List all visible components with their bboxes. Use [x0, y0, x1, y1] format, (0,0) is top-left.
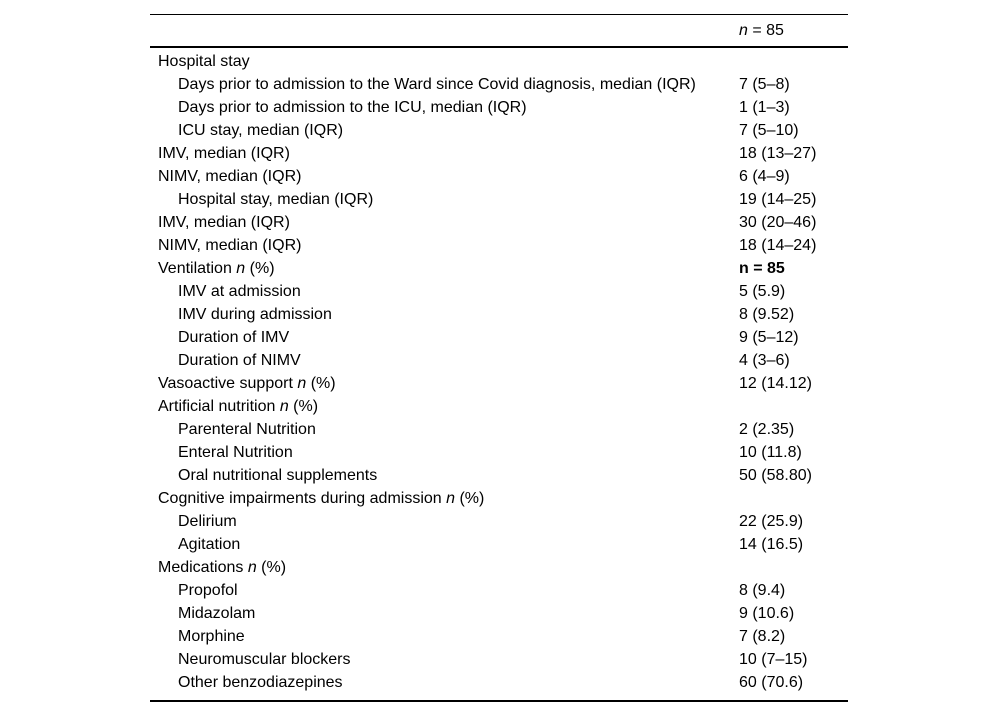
table-row: NIMV, median (IQR) 6 (4–9) [150, 165, 848, 188]
table-row: ICU stay, median (IQR) 7 (5–10) [150, 119, 848, 142]
table-row: IMV, median (IQR) 30 (20–46) [150, 211, 848, 234]
row-label: Other benzodiazepines [178, 674, 343, 691]
row-value: 18 (13–27) [739, 145, 817, 162]
table-top-rule [150, 14, 848, 15]
table-row: Other benzodiazepines 60 (70.6) [150, 671, 848, 694]
table-row: Days prior to admission to the Ward sinc… [150, 73, 848, 96]
table-row: Duration of NIMV 4 (3–6) [150, 349, 848, 372]
row-label: Ventilation n (%) [158, 260, 275, 277]
table-row: Delirium 22 (25.9) [150, 510, 848, 533]
row-label: IMV at admission [178, 283, 301, 300]
row-value: 60 (70.6) [739, 674, 804, 691]
n-symbol: n [446, 490, 456, 507]
n-symbol: n [279, 398, 289, 415]
row-value: 2 (2.35) [739, 421, 795, 438]
row-label: IMV, median (IQR) [158, 145, 290, 162]
table-row: Enteral Nutrition 10 (11.8) [150, 441, 848, 464]
row-value: 9 (10.6) [739, 605, 795, 622]
row-value: 5 (5.9) [739, 283, 786, 300]
row-label: Enteral Nutrition [178, 444, 293, 461]
table-row: Artificial nutrition n (%) [150, 395, 848, 418]
row-value: n = 85 [739, 260, 785, 277]
row-label: Propofol [178, 582, 238, 599]
row-label: Duration of IMV [178, 329, 290, 346]
row-value: 8 (9.52) [739, 306, 795, 323]
row-value: 6 (4–9) [739, 168, 790, 185]
table-bottom-rule [150, 700, 848, 702]
row-label: NIMV, median (IQR) [158, 168, 302, 185]
row-value: 1 (1–3) [739, 99, 790, 116]
table-row: Ventilation n (%) n = 85 [150, 257, 848, 280]
row-label: Neuromuscular blockers [178, 651, 351, 668]
row-value: 8 (9.4) [739, 582, 786, 599]
row-value: 18 (14–24) [739, 237, 817, 254]
row-label: Parenteral Nutrition [178, 421, 316, 438]
row-value: 22 (25.9) [739, 513, 804, 530]
row-value: 7 (5–10) [739, 122, 799, 139]
row-label: Medications n (%) [158, 559, 287, 576]
row-label: Artificial nutrition n (%) [158, 398, 319, 415]
table-row: Cognitive impairments during admission n… [150, 487, 848, 510]
row-label: Hospital stay [158, 53, 250, 70]
row-label: Morphine [178, 628, 245, 645]
table-row: NIMV, median (IQR) 18 (14–24) [150, 234, 848, 257]
table-row: Agitation 14 (16.5) [150, 533, 848, 556]
row-label: Days prior to admission to the ICU, medi… [178, 99, 527, 116]
row-label: Agitation [178, 536, 241, 553]
row-label: Delirium [178, 513, 237, 530]
table-row: Midazolam 9 (10.6) [150, 602, 848, 625]
table-row: IMV, median (IQR) 18 (13–27) [150, 142, 848, 165]
n-symbol: n [297, 375, 307, 392]
row-value: 19 (14–25) [739, 191, 817, 208]
stats-table: n = 85 Hospital stay Days prior to admiss… [150, 14, 848, 702]
row-value: 4 (3–6) [739, 352, 790, 369]
row-value: 10 (7–15) [739, 651, 808, 668]
row-label: Oral nutritional supplements [178, 467, 378, 484]
table-row: Vasoactive support n (%) 12 (14.12) [150, 372, 848, 395]
row-value: 10 (11.8) [739, 444, 802, 461]
row-label: Vasoactive support n (%) [158, 375, 336, 392]
row-label: IMV during admission [178, 306, 332, 323]
table-row: Morphine 7 (8.2) [150, 625, 848, 648]
row-label: Midazolam [178, 605, 256, 622]
row-label: Cognitive impairments during admission n… [158, 490, 485, 507]
column-header-n-85: n = 85 [739, 22, 784, 40]
row-label: NIMV, median (IQR) [158, 237, 302, 254]
table-row: IMV during admission 8 (9.52) [150, 303, 848, 326]
row-label: Hospital stay, median (IQR) [178, 191, 374, 208]
table-row: Medications n (%) [150, 556, 848, 579]
row-value: 7 (5–8) [739, 76, 790, 93]
table-row: IMV at admission 5 (5.9) [150, 280, 848, 303]
table-row: Oral nutritional supplements 50 (58.80) [150, 464, 848, 487]
n-equals-value: = 85 [747, 21, 784, 39]
table-header-row: n = 85 [150, 15, 848, 46]
row-value: 14 (16.5) [739, 536, 804, 553]
row-value: 30 (20–46) [739, 214, 817, 231]
row-label: ICU stay, median (IQR) [178, 122, 344, 139]
table-header-rule [150, 46, 848, 48]
table-row: Parenteral Nutrition 2 (2.35) [150, 418, 848, 441]
row-value: 50 (58.80) [739, 467, 812, 484]
table-row: Propofol 8 (9.4) [150, 579, 848, 602]
row-label: IMV, median (IQR) [158, 214, 290, 231]
table-row: Duration of IMV 9 (5–12) [150, 326, 848, 349]
n-symbol: n [739, 21, 748, 39]
table-row: Hospital stay, median (IQR) 19 (14–25) [150, 188, 848, 211]
table-row: Neuromuscular blockers 10 (7–15) [150, 648, 848, 671]
table-row: Hospital stay [150, 50, 848, 73]
row-label: Duration of NIMV [178, 352, 301, 369]
row-value: 9 (5–12) [739, 329, 799, 346]
table-row: Days prior to admission to the ICU, medi… [150, 96, 848, 119]
table-body: Hospital stay Days prior to admission to … [150, 48, 848, 694]
row-value: 12 (14.12) [739, 375, 812, 392]
row-label: Days prior to admission to the Ward sinc… [178, 76, 696, 93]
n-symbol: n [236, 260, 246, 277]
row-value: 7 (8.2) [739, 628, 786, 645]
n-symbol: n [247, 559, 257, 576]
